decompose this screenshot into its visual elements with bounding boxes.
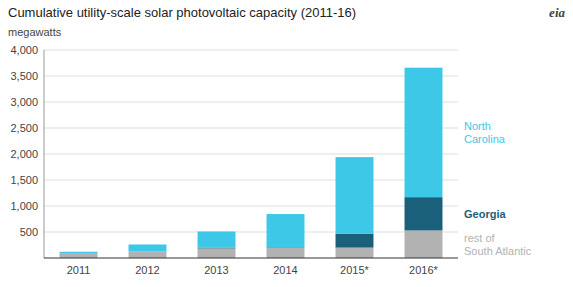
y-tick-label: 1,500 bbox=[10, 174, 38, 186]
series-label: NorthCarolina bbox=[464, 120, 506, 145]
bar-segment bbox=[129, 251, 167, 258]
title: Cumulative utility-scale solar photovolt… bbox=[8, 5, 356, 20]
y-tick-label: 2,500 bbox=[10, 122, 38, 134]
bar-segment bbox=[198, 231, 236, 247]
grid-line bbox=[44, 180, 458, 181]
y-tick-label: 2,000 bbox=[10, 148, 38, 160]
grid-line bbox=[44, 206, 458, 207]
grid bbox=[44, 50, 458, 232]
y-tick-label: 4,000 bbox=[10, 44, 38, 56]
y-tick-label: 1,000 bbox=[10, 200, 38, 212]
chart: Cumulative utility-scale solar photovolt… bbox=[0, 0, 573, 287]
bar-segment bbox=[60, 252, 98, 253]
bar-segment bbox=[405, 230, 443, 258]
series-label: rest ofSouth Atlantic bbox=[464, 232, 532, 257]
bar-segment bbox=[267, 214, 305, 247]
bar-segment bbox=[405, 197, 443, 230]
bar-segment bbox=[129, 244, 167, 251]
grid-line bbox=[44, 76, 458, 77]
y-axis-label: megawatts bbox=[8, 26, 62, 38]
bar-segment bbox=[198, 248, 236, 258]
grid-line bbox=[44, 50, 458, 51]
grid-line bbox=[44, 232, 458, 233]
x-tick-label: 2013 bbox=[204, 264, 228, 276]
bar-segment bbox=[60, 253, 98, 258]
bar-segment bbox=[60, 253, 98, 254]
x-tick-label: 2015* bbox=[340, 264, 369, 276]
bar-segment bbox=[336, 157, 374, 233]
series-label: Georgia bbox=[464, 208, 506, 220]
bar-segment bbox=[267, 248, 305, 258]
y-tick-label: 3,500 bbox=[10, 70, 38, 82]
y-tick-label: 500 bbox=[20, 226, 38, 238]
y-axis-line bbox=[44, 50, 45, 258]
grid-line bbox=[44, 154, 458, 155]
x-tick-label: 2016* bbox=[409, 264, 438, 276]
grid-line bbox=[44, 102, 458, 103]
x-axis-line bbox=[44, 258, 458, 259]
x-tick-label: 2014 bbox=[273, 264, 297, 276]
bar-segment bbox=[336, 234, 374, 248]
x-tick-label: 2012 bbox=[135, 264, 159, 276]
grid-line bbox=[44, 128, 458, 129]
bar-segment bbox=[405, 68, 443, 197]
annotation: eia bbox=[549, 5, 565, 20]
x-tick-label: 2011 bbox=[67, 264, 91, 276]
bar-segment bbox=[336, 248, 374, 258]
bars bbox=[60, 68, 443, 258]
y-tick-label: 3,000 bbox=[10, 96, 38, 108]
